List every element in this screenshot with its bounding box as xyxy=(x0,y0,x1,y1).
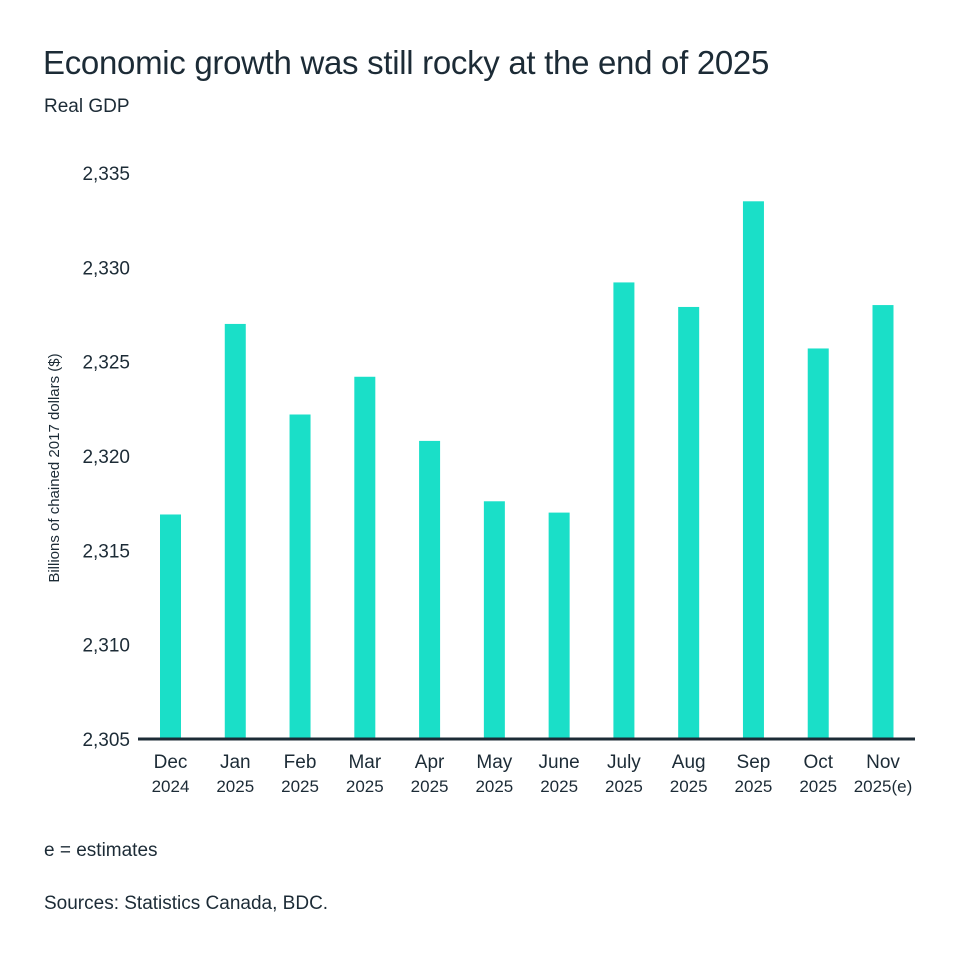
bar-apr xyxy=(419,440,441,739)
x-tick-label-year: 2025 xyxy=(216,777,254,796)
x-tick-label-year: 2025(e) xyxy=(854,777,913,796)
x-tick-label-month: Apr xyxy=(415,752,445,773)
x-tick-label-year: 2025 xyxy=(346,777,384,796)
bar-sep xyxy=(742,201,764,740)
x-tick-label-month: June xyxy=(539,752,580,773)
x-tick-label-month: Oct xyxy=(803,752,833,773)
x-tick-label-year: 2025 xyxy=(540,777,578,796)
y-tick-label: 2,315 xyxy=(82,541,130,562)
y-axis-label: Billions of chained 2017 dollars ($) xyxy=(46,353,63,582)
x-tick-label-year: 2025 xyxy=(670,777,708,796)
x-tick-label-year: 2025 xyxy=(735,777,773,796)
bar-jan xyxy=(224,323,246,739)
x-tick-label-year: 2025 xyxy=(475,777,513,796)
x-tick-label-year: 2025 xyxy=(411,777,449,796)
y-axis-ticks: 2,305 2,310 2,315 2,320 2,325 2,330 2,335 xyxy=(82,164,130,751)
bar-mar xyxy=(354,376,376,739)
x-tick-label-month: Mar xyxy=(348,752,381,773)
bar-aug xyxy=(678,306,700,739)
x-tick-label-year: 2024 xyxy=(152,777,190,796)
x-tick-label-month: May xyxy=(476,752,512,773)
source-note: Sources: Statistics Canada, BDC. xyxy=(44,893,329,914)
bar-june xyxy=(548,512,570,739)
bar-may xyxy=(483,501,505,739)
x-tick-label-year: 2025 xyxy=(281,777,319,796)
chart-subtitle: Real GDP xyxy=(44,96,130,117)
y-tick-label: 2,335 xyxy=(82,164,130,185)
y-tick-label: 2,330 xyxy=(82,258,130,279)
bar-oct xyxy=(807,348,829,739)
x-tick-label-month: July xyxy=(607,752,641,773)
y-tick-label: 2,320 xyxy=(82,447,130,468)
bar-feb xyxy=(289,414,311,739)
x-axis-labels: Dec 2024 Jan 2025 Feb 2025 Mar 2025 Apr 2025 May 20… xyxy=(152,752,913,796)
bar-nov xyxy=(872,305,894,739)
y-tick-label: 2,305 xyxy=(82,730,130,751)
x-tick-label-month: Feb xyxy=(284,752,317,773)
y-tick-label: 2,325 xyxy=(82,353,130,374)
estimates-note: e = estimates xyxy=(44,840,158,861)
bar-july xyxy=(613,282,635,739)
x-tick-label-month: Nov xyxy=(866,752,900,773)
x-tick-label-year: 2025 xyxy=(605,777,643,796)
x-tick-label-month: Jan xyxy=(220,752,251,773)
x-tick-label-month: Sep xyxy=(737,752,771,773)
x-tick-label-year: 2025 xyxy=(799,777,837,796)
bars xyxy=(160,201,894,740)
x-tick-label-month: Aug xyxy=(672,752,706,773)
bar-dec xyxy=(160,514,181,739)
y-tick-label: 2,310 xyxy=(82,636,130,657)
x-tick-label-month: Dec xyxy=(154,752,188,773)
chart-title: Economic growth was still rocky at the e… xyxy=(43,44,770,81)
